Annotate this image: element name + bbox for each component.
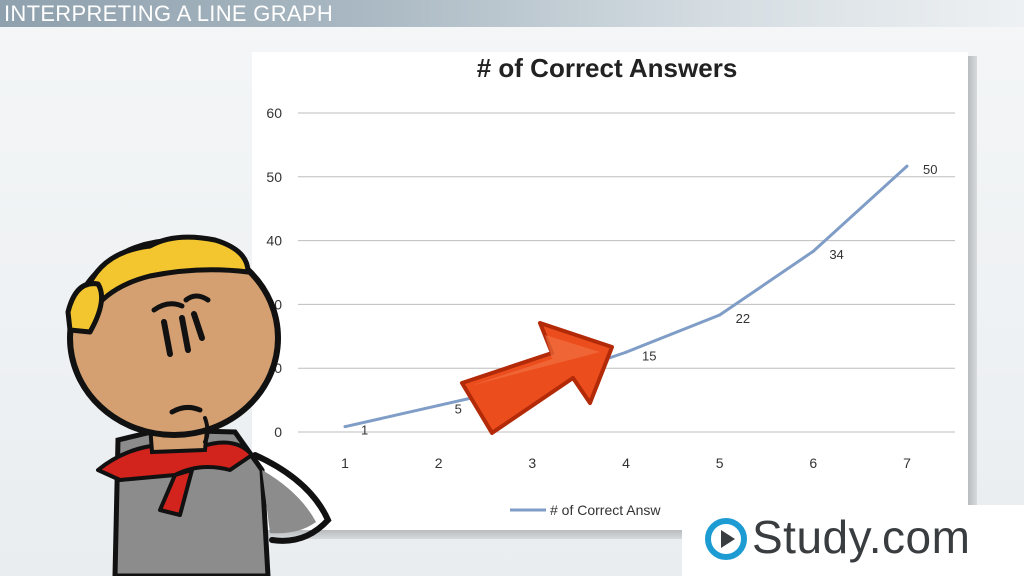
panel-shadow-bottom bbox=[256, 530, 977, 539]
x-tick-label: 7 bbox=[903, 455, 911, 471]
y-tick-label: 0 bbox=[274, 360, 282, 376]
panel-shadow bbox=[968, 56, 977, 534]
legend: # of Correct Answ bbox=[510, 502, 661, 518]
cartoon-character bbox=[65, 234, 332, 576]
y-axis-ticks: 6050403000 bbox=[266, 105, 282, 440]
y-tick-label: 50 bbox=[266, 169, 282, 185]
play-circle-icon bbox=[705, 518, 747, 560]
y-tick-label: 40 bbox=[266, 233, 282, 249]
data-point bbox=[718, 313, 722, 317]
x-tick-label: 4 bbox=[622, 455, 630, 471]
x-tick-label: 6 bbox=[809, 455, 817, 471]
series-line bbox=[344, 165, 909, 429]
data-label: 34 bbox=[829, 247, 843, 262]
data-label: 50 bbox=[923, 162, 937, 177]
legend-label: # of Correct Answ bbox=[550, 502, 661, 518]
x-tick-label: 2 bbox=[435, 455, 443, 471]
data-point bbox=[437, 403, 441, 407]
x-axis-ticks: 1 2 3 4 5 6 7 bbox=[341, 455, 911, 471]
data-point bbox=[624, 350, 628, 354]
y-tick-label: 60 bbox=[266, 105, 282, 121]
data-label: 15 bbox=[642, 348, 656, 363]
red-arrow-icon bbox=[460, 321, 614, 435]
y-tick-label: 0 bbox=[274, 424, 282, 440]
x-tick-label: 1 bbox=[341, 455, 349, 471]
series-group bbox=[343, 164, 909, 429]
data-point bbox=[811, 249, 815, 253]
data-label: 5 bbox=[455, 401, 462, 416]
data-point bbox=[905, 164, 909, 168]
data-label: 22 bbox=[736, 311, 750, 326]
data-label: 1 bbox=[361, 423, 368, 438]
study-logo: Study.com bbox=[682, 505, 1024, 576]
chart-title: # of Correct Answers bbox=[477, 53, 738, 83]
header-bar: INTERPRETING A LINE GRAPH bbox=[0, 0, 1024, 27]
header-title: INTERPRETING A LINE GRAPH bbox=[4, 1, 334, 26]
data-point bbox=[343, 425, 347, 429]
logo-text: Study.com bbox=[752, 511, 971, 563]
x-tick-label: 3 bbox=[528, 455, 536, 471]
x-tick-label: 5 bbox=[716, 455, 724, 471]
chart-panel bbox=[252, 52, 968, 530]
gridlines bbox=[298, 112, 955, 433]
